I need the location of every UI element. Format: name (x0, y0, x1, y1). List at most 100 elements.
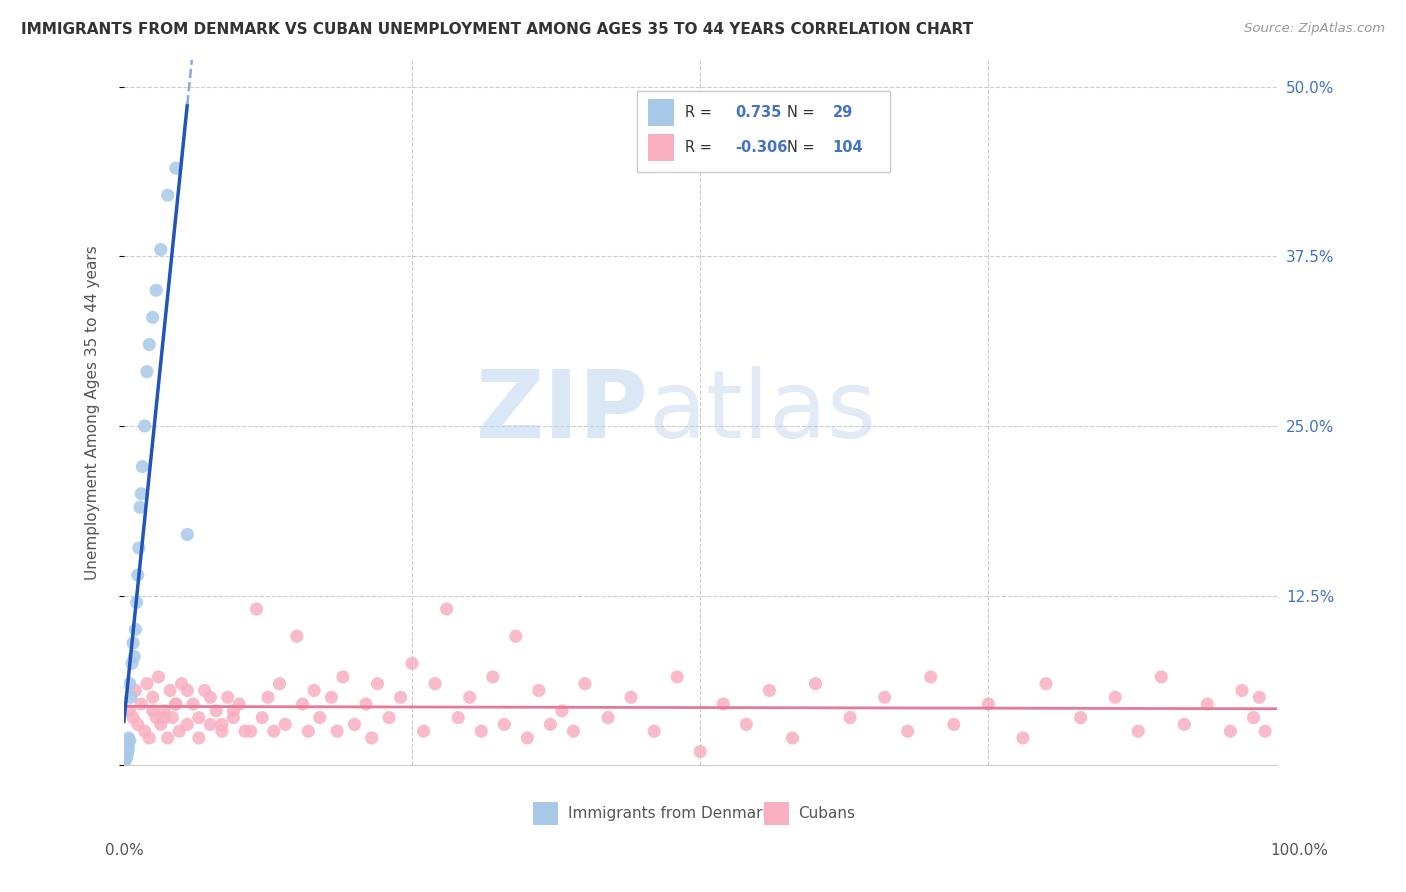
Point (181, 697, 204, 711)
Point (187, 710, 209, 724)
Point (114, 754, 136, 768)
Point (285, 629, 308, 643)
Point (620, 690, 643, 705)
Point (291, 697, 314, 711)
Point (124, 649, 146, 664)
Text: 0.735: 0.735 (735, 105, 782, 120)
Point (162, 710, 184, 724)
Point (129, 697, 152, 711)
Point (343, 717, 366, 731)
Point (1104, 690, 1126, 705)
Point (124, 623, 146, 637)
Point (222, 710, 245, 724)
Point (308, 710, 330, 724)
Bar (648, 135, 673, 161)
Point (129, 487, 152, 501)
Point (138, 337, 160, 351)
Point (115, 751, 138, 765)
Point (378, 710, 401, 724)
Point (117, 738, 139, 752)
Text: 100.0%: 100.0% (1271, 843, 1329, 858)
Point (136, 676, 159, 690)
Point (332, 670, 354, 684)
Point (562, 724, 585, 739)
Point (366, 676, 388, 690)
Point (217, 690, 239, 705)
Point (148, 670, 170, 684)
Text: R =: R = (685, 140, 717, 155)
Point (666, 670, 689, 684)
Point (643, 724, 665, 739)
Bar (763, 803, 789, 825)
Point (412, 724, 434, 739)
Point (117, 731, 139, 745)
Point (149, 717, 172, 731)
Point (977, 697, 1000, 711)
Point (170, 676, 193, 690)
Point (839, 710, 862, 724)
Point (401, 657, 423, 671)
Text: Cubans: Cubans (799, 806, 855, 822)
Point (142, 310, 165, 325)
Point (735, 717, 758, 731)
Point (176, 527, 198, 541)
Point (245, 602, 267, 616)
Point (505, 629, 527, 643)
Point (165, 697, 187, 711)
Point (1230, 683, 1253, 698)
Point (120, 690, 142, 705)
Point (122, 636, 145, 650)
Text: atlas: atlas (648, 367, 876, 458)
Point (117, 747, 139, 762)
Point (142, 690, 165, 705)
Point (458, 690, 481, 705)
Point (121, 657, 143, 671)
Point (127, 568, 149, 582)
Point (942, 717, 965, 731)
Point (897, 724, 920, 739)
Point (228, 697, 250, 711)
Bar (533, 803, 558, 825)
Point (134, 418, 156, 433)
Text: 29: 29 (832, 105, 853, 120)
Point (165, 161, 187, 175)
Point (782, 731, 804, 745)
Point (156, 188, 179, 202)
Point (1254, 724, 1277, 739)
Point (494, 717, 516, 731)
Point (142, 704, 165, 718)
Point (153, 710, 176, 724)
Point (145, 710, 167, 724)
Point (165, 697, 187, 711)
Point (1249, 690, 1271, 705)
Point (321, 690, 343, 705)
Point (128, 541, 150, 555)
Point (149, 243, 172, 257)
Point (1197, 697, 1219, 711)
Point (1219, 724, 1241, 739)
Point (758, 683, 780, 698)
Point (423, 676, 446, 690)
Text: R =: R = (685, 105, 717, 120)
Point (115, 745, 138, 759)
FancyBboxPatch shape (637, 91, 890, 172)
Point (176, 717, 198, 731)
Point (596, 710, 619, 724)
Point (436, 602, 458, 616)
Text: N =: N = (787, 105, 818, 120)
Text: 104: 104 (832, 140, 863, 155)
Point (136, 365, 159, 379)
Point (1243, 710, 1265, 724)
Point (873, 690, 896, 705)
Bar (648, 99, 673, 126)
Point (118, 704, 141, 718)
Text: -0.306: -0.306 (735, 140, 787, 155)
Point (187, 731, 209, 745)
Text: Source: ZipAtlas.com: Source: ZipAtlas.com (1244, 22, 1385, 36)
Point (1150, 670, 1173, 684)
Point (222, 704, 245, 718)
Point (527, 683, 550, 698)
Text: ZIP: ZIP (475, 367, 648, 458)
Point (211, 717, 233, 731)
Point (127, 717, 149, 731)
